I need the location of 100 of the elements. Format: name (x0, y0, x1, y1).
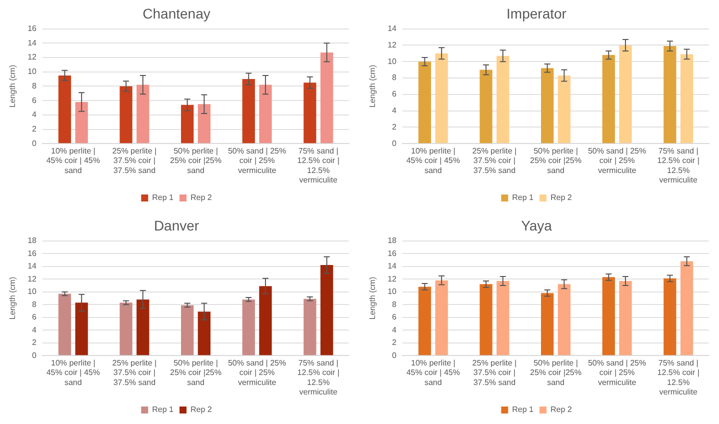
y-axis-title: Length (cm) (8, 276, 18, 320)
y-tick-label: 2 (32, 338, 38, 348)
bar (58, 75, 72, 144)
y-tick-label: 6 (392, 90, 398, 99)
chart-title: Chantenay (142, 5, 210, 22)
bar (619, 45, 632, 144)
y-tick-label: 18 (388, 236, 398, 246)
bar (120, 86, 132, 144)
bar (496, 56, 510, 144)
y-axis-title: Length (cm) (368, 64, 378, 108)
y-tick-label: 6 (392, 312, 398, 322)
y-tick-label: 2 (392, 122, 398, 132)
bar (435, 53, 448, 144)
bar (664, 46, 676, 144)
y-tick-label: 8 (32, 81, 38, 90)
y-tick-label: 8 (392, 73, 398, 82)
x-tick-label: 25% perlite | 37.5% coir | 37.5% sand (472, 358, 517, 387)
y-axis-title: Length (cm) (8, 64, 18, 108)
x-tick-label: 50% sand | 25% coir | 25% vermiculite (228, 146, 286, 175)
x-tick-label: 50% perlite | 25% coir |25% sand (170, 146, 222, 175)
legend-label: Rep 1 (152, 193, 174, 202)
y-tick-label: 0 (32, 350, 38, 360)
bar (198, 312, 210, 356)
legend-label: Rep 2 (550, 193, 572, 202)
x-tick-label: 75% sand | 12.5% coir | 12.5% vermiculite (297, 146, 340, 184)
bar (136, 84, 150, 144)
bar (259, 84, 272, 144)
bar (242, 79, 255, 144)
y-tick-label: 0 (392, 350, 398, 360)
bar (418, 62, 432, 144)
y-tick-label: 10 (28, 67, 38, 76)
chart-title: Danver (154, 217, 200, 234)
x-tick-label: 10% perlite | 45% coir | 45% sand (46, 146, 100, 175)
y-tick-label: 12 (28, 52, 38, 62)
bar (304, 298, 316, 356)
bar (480, 70, 492, 144)
y-tick-label: 8 (32, 300, 38, 309)
bar (304, 82, 316, 144)
y-tick-label: 6 (32, 96, 38, 105)
legend-label: Rep 1 (152, 405, 174, 414)
y-tick-label: 4 (392, 325, 398, 334)
y-tick-label: 12 (388, 40, 398, 50)
x-tick-label: 25% perlite | 37.5% coir | 37.5% sand (112, 358, 157, 387)
x-tick-label: 75% sand | 12.5% coir | 12.5% vermiculite (657, 146, 700, 184)
y-tick-label: 10 (388, 287, 398, 296)
legend-label: Rep 1 (512, 193, 534, 202)
x-tick-label: 50% sand | 25% coir | 25% vermiculite (228, 358, 286, 387)
bar (480, 284, 492, 356)
y-tick-label: 4 (392, 106, 398, 116)
y-tick-label: 2 (392, 338, 398, 348)
bar (181, 305, 194, 356)
legend-label: Rep 2 (550, 405, 572, 414)
y-tick-label: 16 (28, 24, 38, 34)
bar (558, 284, 570, 356)
bar (418, 286, 432, 356)
legend-label: Rep 1 (512, 405, 534, 414)
bar (259, 286, 272, 356)
y-tick-label: 8 (392, 300, 398, 309)
bar (619, 280, 632, 356)
y-tick-label: 14 (388, 24, 398, 34)
x-tick-label: 50% sand | 25% coir | 25% vermiculite (588, 358, 646, 387)
x-tick-label: 10% perlite | 45% coir | 45% sand (46, 358, 100, 387)
legend-label: Rep 2 (190, 405, 212, 414)
bar (602, 55, 615, 144)
bar (558, 76, 570, 144)
y-tick-label: 0 (392, 138, 398, 148)
x-tick-label: 50% sand | 25% coir | 25% vermiculite (588, 146, 646, 175)
x-tick-label: 50% perlite | 25% coir |25% sand (530, 146, 582, 175)
bar (680, 261, 694, 356)
y-tick-label: 4 (32, 110, 38, 120)
bar (664, 278, 676, 356)
bar (320, 52, 334, 144)
bar (541, 68, 554, 144)
bar (181, 104, 194, 144)
bar (602, 277, 615, 356)
y-tick-label: 12 (28, 274, 38, 284)
bar (198, 104, 210, 144)
y-tick-label: 10 (28, 287, 38, 296)
chart-title: Yaya (521, 217, 552, 234)
bar (75, 102, 88, 144)
x-tick-label: 25% perlite | 37.5% coir | 37.5% sand (112, 146, 157, 175)
y-tick-label: 0 (32, 138, 38, 148)
y-tick-label: 10 (388, 56, 398, 66)
bar (120, 302, 132, 356)
bar (58, 294, 72, 356)
y-tick-label: 16 (388, 248, 398, 258)
bar (680, 54, 694, 144)
y-tick-label: 4 (32, 325, 38, 334)
y-tick-label: 14 (28, 262, 38, 271)
bar (136, 299, 150, 356)
bar (435, 280, 448, 356)
y-tick-label: 14 (28, 38, 38, 48)
x-tick-label: 75% sand | 12.5% coir | 12.5% vermiculite (297, 358, 340, 396)
x-tick-label: 10% perlite | 45% coir | 45% sand (406, 358, 460, 387)
bar (75, 302, 88, 356)
bar (242, 299, 255, 356)
y-tick-label: 12 (388, 274, 398, 284)
chart-title: Imperator (506, 5, 567, 22)
legend-label: Rep 2 (190, 193, 212, 202)
x-tick-label: 25% perlite | 37.5% coir | 37.5% sand (472, 146, 517, 175)
